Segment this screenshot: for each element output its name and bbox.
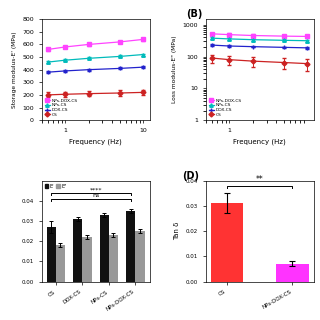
X-axis label: Frequency (Hz): Frequency (Hz) bbox=[69, 138, 122, 145]
Text: (D): (D) bbox=[182, 171, 199, 180]
Y-axis label: Tan δ: Tan δ bbox=[174, 222, 180, 240]
Bar bbox=[135, 231, 145, 282]
Bar bbox=[276, 264, 309, 282]
Bar bbox=[109, 235, 118, 282]
Text: ****: **** bbox=[89, 187, 102, 192]
Bar bbox=[126, 211, 135, 282]
Legend: NPs-DOX-CS, NPs-CS, DOX-CS, CS: NPs-DOX-CS, NPs-CS, DOX-CS, CS bbox=[208, 98, 243, 118]
Y-axis label: Loss modulus-E" (MPa): Loss modulus-E" (MPa) bbox=[172, 36, 177, 103]
Text: **: ** bbox=[256, 175, 263, 184]
Bar bbox=[211, 204, 243, 282]
Text: ns: ns bbox=[92, 193, 99, 198]
Bar bbox=[73, 219, 82, 282]
Legend: E', E": E', E" bbox=[44, 183, 68, 189]
X-axis label: Frequency (Hz): Frequency (Hz) bbox=[233, 138, 286, 145]
Text: (B): (B) bbox=[186, 9, 203, 19]
Bar bbox=[56, 245, 65, 282]
Bar bbox=[100, 215, 109, 282]
Bar bbox=[46, 227, 56, 282]
Bar bbox=[82, 237, 92, 282]
Y-axis label: Storage modulus-E' (MPa): Storage modulus-E' (MPa) bbox=[12, 31, 17, 108]
Legend: NPs-DOX-CS, NPs-CS, DOX-CS, CS: NPs-DOX-CS, NPs-CS, DOX-CS, CS bbox=[44, 98, 78, 118]
